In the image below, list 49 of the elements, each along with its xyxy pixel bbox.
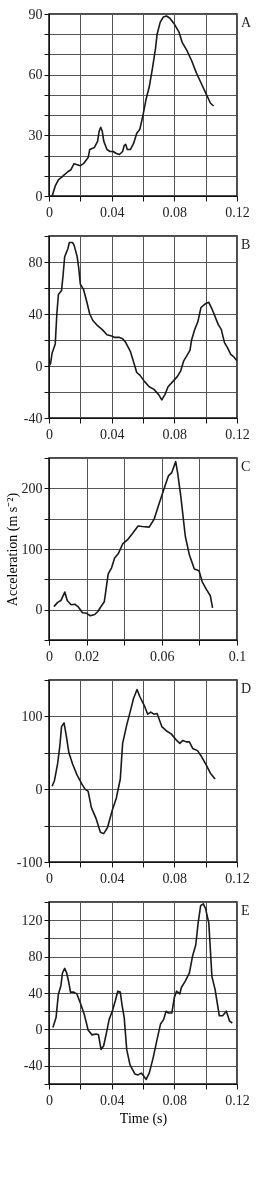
x-tick-label: 0.08 — [162, 1092, 188, 1108]
line-series — [53, 460, 214, 617]
x-tick-label: 0 — [46, 426, 53, 442]
y-tick-label: 40 — [28, 985, 43, 1001]
x-tick-label: 0.02 — [74, 648, 100, 664]
text: E — [241, 903, 250, 918]
y-tick-label: 90 — [28, 6, 43, 22]
y-tick-label: 60 — [28, 67, 43, 83]
y-tick-label: 200 — [21, 480, 43, 496]
x-tick-label: 0.04 — [99, 1092, 125, 1108]
x-tick-label: 0.04 — [99, 426, 125, 442]
text: C — [241, 459, 251, 474]
y-tick-label: 100 — [21, 541, 43, 557]
y-tick-label: -40 — [23, 410, 43, 426]
x-tick-label: 0.06 — [150, 648, 175, 664]
y-tick-label: 0 — [35, 781, 43, 797]
text: D — [241, 681, 252, 696]
x-tick-label: 0.08 — [162, 426, 188, 442]
x-tick-label: 0 — [46, 870, 53, 886]
x-tick-label: 0.12 — [225, 426, 250, 442]
x-tick-label: 0.04 — [99, 870, 125, 886]
y-tick-label: 0 — [35, 188, 43, 204]
y-tick-label: 80 — [28, 254, 43, 270]
x-tick-label: 0.12 — [225, 870, 250, 886]
x-tick-label: 0.08 — [162, 870, 188, 886]
y-tick-label: -40 — [23, 1058, 43, 1074]
x-tick-label: 0.04 — [99, 204, 125, 220]
line-series — [52, 903, 234, 1081]
text: A — [241, 15, 252, 30]
x-tick-label: 0 — [46, 204, 53, 220]
y-tick-label: 80 — [28, 949, 43, 965]
y-tick-label: 0 — [35, 1021, 43, 1037]
x-tick-label: 0.08 — [162, 204, 188, 220]
x-axis-title: Time (s) — [119, 1110, 168, 1127]
text: B — [241, 237, 251, 252]
x-tick-label: 0.1 — [228, 648, 247, 664]
y-axis-title: Acceleration (m s⁻²) — [4, 492, 21, 607]
y-tick-label: 100 — [21, 708, 43, 724]
x-tick-label: 0.12 — [225, 204, 250, 220]
x-tick-label: 0 — [46, 648, 53, 664]
y-tick-label: 0 — [35, 358, 43, 374]
x-tick-label: 0 — [46, 1092, 53, 1108]
x-tick-label: 0.12 — [225, 1092, 250, 1108]
line-series — [51, 688, 216, 835]
y-tick-label: 0 — [35, 602, 43, 618]
y-tick-label: -100 — [16, 854, 43, 870]
y-tick-label: 30 — [28, 127, 43, 143]
y-tick-label: 40 — [28, 306, 43, 322]
y-tick-label: 120 — [21, 912, 43, 928]
